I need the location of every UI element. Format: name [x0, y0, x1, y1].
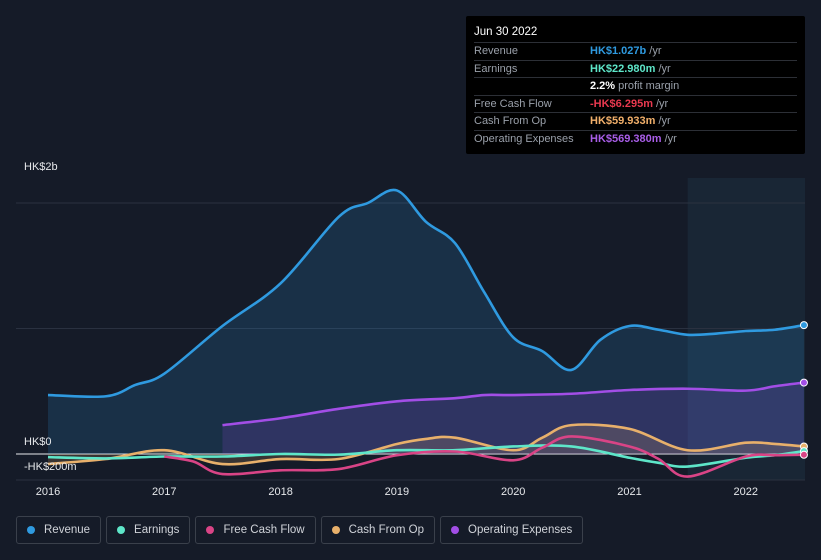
tooltip-unit: /yr — [658, 62, 671, 75]
series-endpoint-revenue — [799, 321, 808, 330]
x-tick-label: 2019 — [385, 486, 409, 498]
tooltip-row: Earnings HK$22.980m/yr — [474, 59, 797, 78]
legend-dot-icon — [206, 526, 215, 534]
tooltip-row: 2.2% profit margin — [474, 77, 797, 95]
x-tick-label: 2020 — [501, 486, 525, 498]
legend-label: Cash From Op — [348, 524, 425, 536]
series-line-free-cash-flow — [164, 435, 804, 478]
series-line-cash-from-op — [47, 423, 805, 466]
tooltip-value: HK$569.380m — [590, 132, 662, 145]
tooltip-row: Revenue HK$1.027b/yr — [474, 42, 797, 60]
legend-label: Operating Expenses — [468, 524, 573, 536]
legend-item-earnings[interactable]: Earnings — [106, 516, 191, 544]
series-line-revenue — [47, 188, 805, 399]
tooltip-label: Revenue — [474, 45, 519, 57]
series-line-earnings — [47, 444, 805, 468]
legend-item-cash-from-op[interactable]: Cash From Op — [320, 516, 436, 544]
x-tick-label: 2018 — [268, 486, 292, 498]
legend-dot-icon — [27, 526, 35, 534]
tooltip-row: Free Cash Flow -HK$6.295m/yr — [474, 94, 797, 113]
series-line-operating-expenses — [222, 381, 805, 427]
tooltip-label — [474, 78, 590, 95]
tooltip-unit: /yr — [658, 115, 671, 128]
legend-item-free-cash-flow[interactable]: Free Cash Flow — [195, 516, 316, 544]
tooltip-label: Operating Expenses — [474, 132, 574, 145]
legend-item-operating-expenses[interactable]: Operating Expenses — [440, 516, 584, 544]
legend-dot-icon — [451, 526, 460, 534]
tooltip-value: 2.2% — [590, 80, 616, 93]
series-area-cash-from-op — [48, 424, 804, 465]
series-area-revenue — [48, 189, 804, 454]
tooltip-date: Jun 30 2022 — [474, 26, 538, 38]
y-tick-label: -HK$200m — [24, 461, 77, 473]
tooltip-label: Cash From Op — [474, 115, 547, 128]
tooltip-unit: /yr — [664, 132, 677, 145]
x-tick-label: 2017 — [152, 486, 176, 498]
legend-label: Revenue — [44, 524, 91, 536]
x-tick-label: 2016 — [36, 486, 60, 498]
x-tick-label: 2022 — [734, 486, 758, 498]
tooltip-unit: /yr — [655, 97, 669, 110]
tooltip-value: -HK$6.295m — [590, 97, 653, 110]
legend-dot-icon — [331, 526, 340, 534]
y-tick-label: HK$2b — [24, 161, 58, 173]
legend-label: Earnings — [134, 524, 180, 536]
tooltip-label: Free Cash Flow — [474, 97, 552, 110]
chart-svg: HK$2b HK$0 -HK$200m 2016 2017 2018 2019 2020 20… — [16, 161, 808, 498]
series-endpoint-operating-expenses — [799, 378, 808, 387]
legend-item-revenue[interactable]: Revenue — [16, 516, 102, 544]
series-area-operating-expenses — [222, 382, 804, 454]
tooltip-row: Cash From Op HK$59.933m/yr — [474, 112, 797, 130]
tooltip-value: HK$22.980m — [590, 62, 656, 75]
data-tooltip: Jun 30 2022 Revenue HK$1.027b/yr Earnings H… — [466, 16, 805, 154]
tooltip-value: HK$1.027b — [590, 45, 647, 57]
legend-dot-icon — [117, 526, 126, 534]
tooltip-value: HK$59.933m — [590, 115, 656, 128]
tooltip-unit: profit margin — [618, 80, 680, 93]
legend-label: Free Cash Flow — [223, 524, 305, 536]
y-tick-label: HK$0 — [24, 436, 52, 448]
legend: Revenue Earnings Free Cash Flow Cash From O… — [16, 516, 588, 544]
tooltip-label: Earnings — [474, 62, 518, 75]
tooltip-row: Operating Expenses HK$569.380m/yr — [474, 129, 797, 148]
tooltip-unit: /yr — [649, 45, 662, 57]
x-tick-label: 2021 — [617, 486, 641, 498]
series-endpoint-free-cash-flow — [799, 450, 808, 459]
